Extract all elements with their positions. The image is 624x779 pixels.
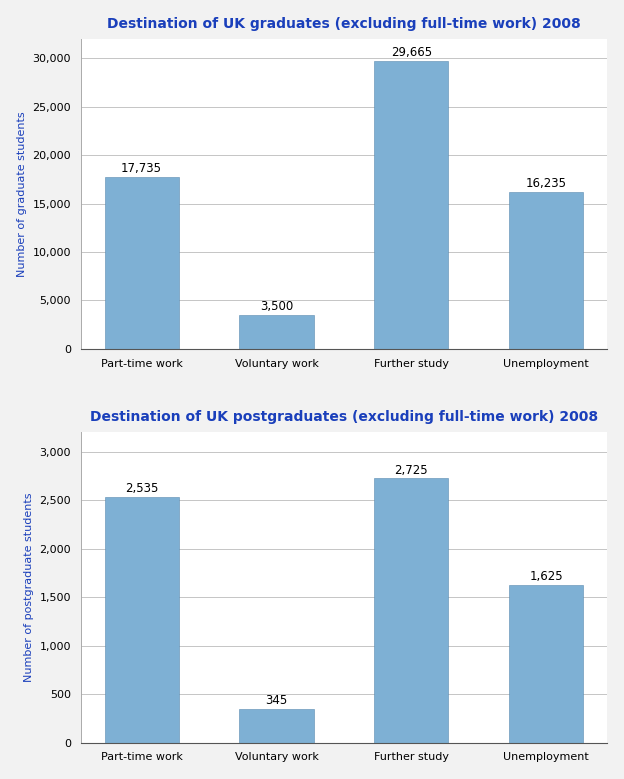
Bar <box>240 709 314 742</box>
Bar <box>509 192 583 349</box>
Bar <box>240 315 314 349</box>
Text: 29,665: 29,665 <box>391 47 432 59</box>
Bar <box>104 177 178 349</box>
Text: 16,235: 16,235 <box>526 177 567 189</box>
Title: Destination of UK postgraduates (excluding full-time work) 2008: Destination of UK postgraduates (excludi… <box>90 411 598 425</box>
Bar <box>509 585 583 742</box>
Bar <box>374 62 449 349</box>
Bar <box>104 497 178 742</box>
Text: 1,625: 1,625 <box>530 570 563 583</box>
Bar <box>374 478 449 742</box>
Y-axis label: Number of postgraduate students: Number of postgraduate students <box>24 493 34 682</box>
Title: Destination of UK graduates (excluding full-time work) 2008: Destination of UK graduates (excluding f… <box>107 16 581 30</box>
Text: 2,535: 2,535 <box>125 482 158 495</box>
Text: 17,735: 17,735 <box>121 162 162 175</box>
Text: 2,725: 2,725 <box>394 464 428 477</box>
Y-axis label: Number of graduate students: Number of graduate students <box>17 111 27 277</box>
Text: 3,500: 3,500 <box>260 300 293 313</box>
Text: 345: 345 <box>265 694 288 707</box>
